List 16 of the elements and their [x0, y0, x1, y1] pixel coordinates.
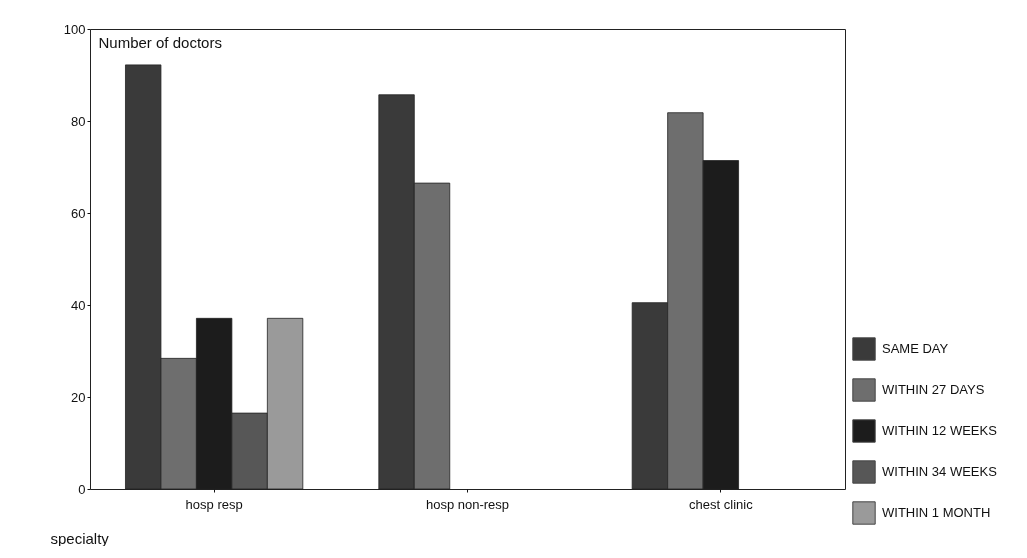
y-axis-title: Number of doctors	[98, 33, 222, 51]
x-axis-title: specialty	[50, 529, 110, 547]
legend-label: WITHIN 27 DAYS	[882, 382, 985, 397]
y-tick-label: 80	[71, 113, 86, 129]
y-tick-label: 100	[63, 21, 86, 37]
x-tick-label: hosp non-resp	[425, 496, 510, 512]
x-tick-label: chest clinic	[689, 496, 754, 512]
y-tick-label: 40	[71, 297, 86, 313]
legend-label: WITHIN 34 WEEKS	[882, 464, 998, 479]
legend-label: SAME DAY	[882, 341, 949, 356]
y-tick-label: 60	[71, 205, 86, 221]
legend-label: WITHIN 1 MONTH	[882, 505, 991, 520]
x-tick-label: hosp resp	[185, 496, 243, 512]
y-tick-label: 0	[78, 481, 86, 497]
y-tick-label: 20	[71, 389, 86, 405]
legend-label: WITHIN 12 WEEKS	[882, 423, 998, 438]
